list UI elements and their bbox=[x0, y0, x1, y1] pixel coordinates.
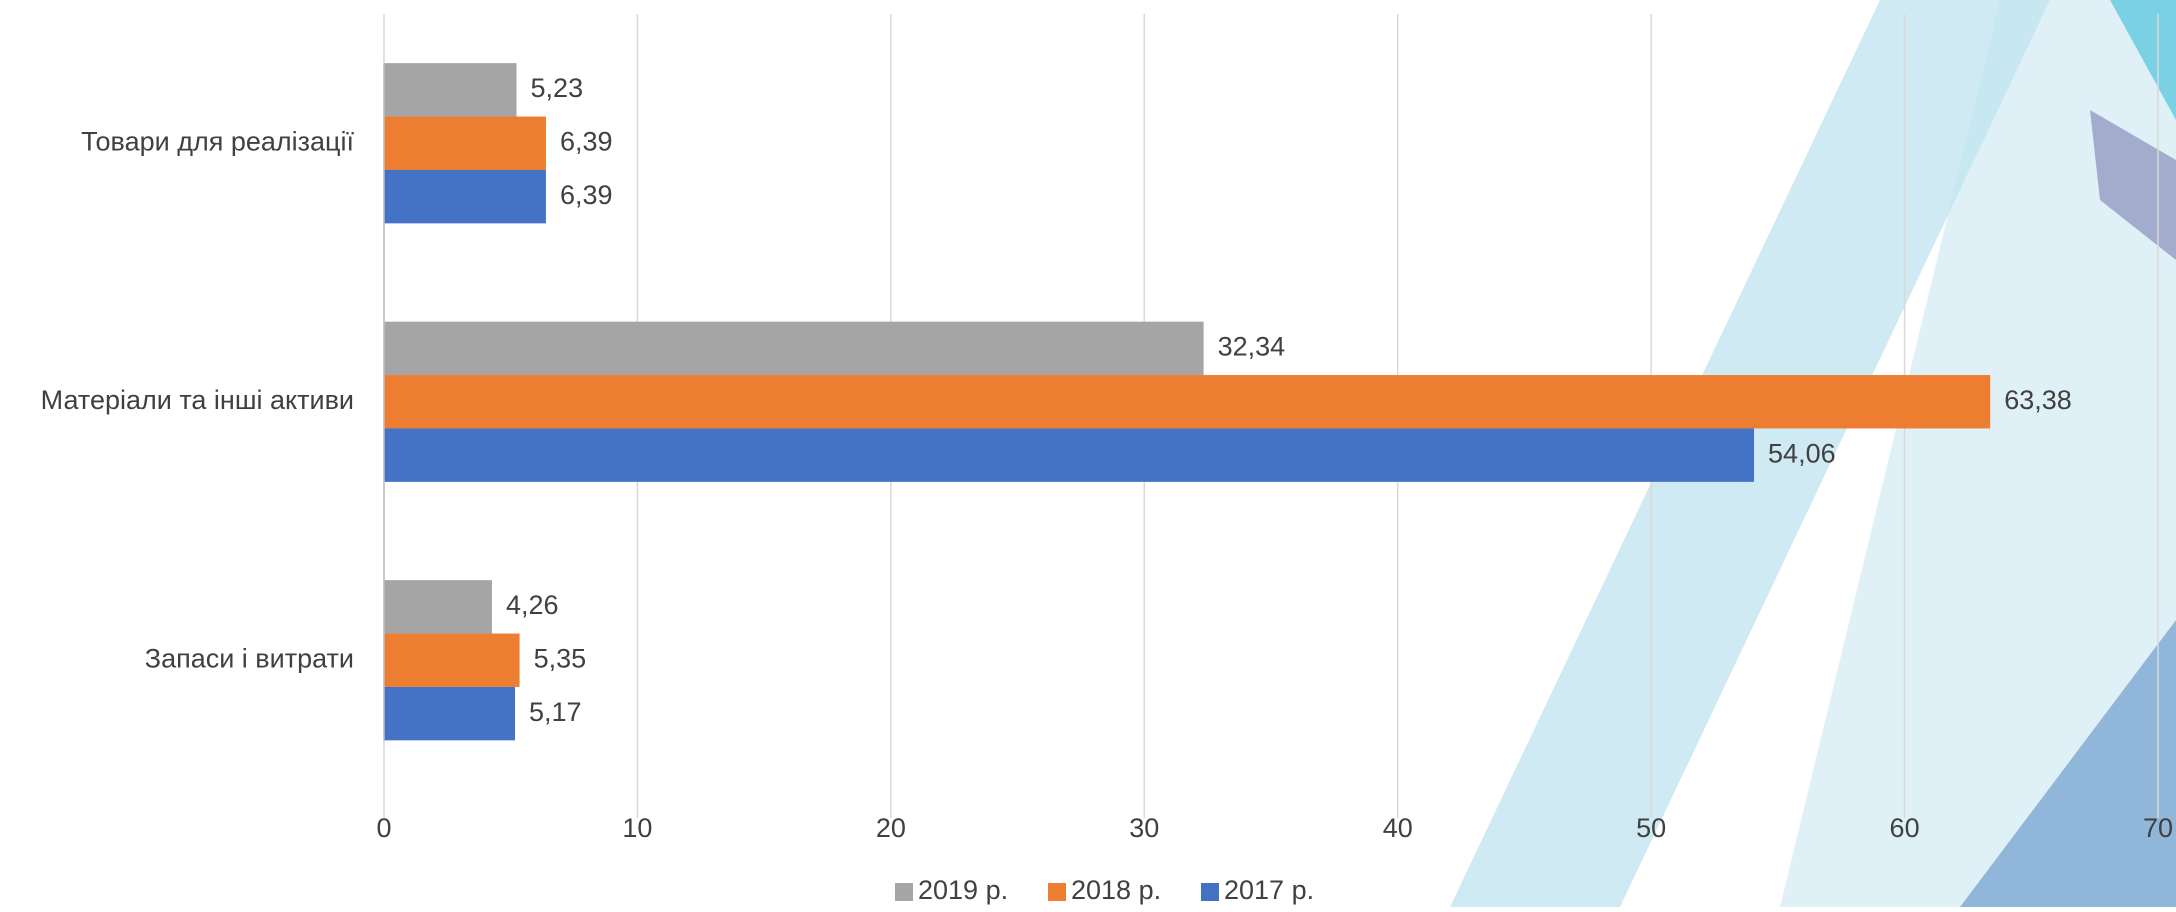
data-label: 5,35 bbox=[534, 643, 587, 673]
bar bbox=[384, 116, 546, 170]
bar bbox=[384, 321, 1204, 376]
legend-label: 2018 р. bbox=[1071, 875, 1161, 905]
x-tick-label: 50 bbox=[1636, 813, 1666, 843]
data-label: 32,34 bbox=[1218, 331, 1286, 361]
legend-swatch bbox=[895, 883, 913, 901]
legend-label: 2019 р. bbox=[918, 875, 1008, 905]
y-tick-label: Товари для реалізації bbox=[81, 126, 354, 156]
y-tick-label: Запаси і витрати bbox=[145, 643, 354, 673]
data-label: 6,39 bbox=[560, 180, 613, 210]
x-tick-label: 20 bbox=[876, 813, 906, 843]
bar bbox=[384, 686, 516, 741]
legend-swatch bbox=[1201, 883, 1219, 901]
bar bbox=[384, 63, 517, 117]
bar bbox=[384, 580, 492, 634]
x-tick-label: 40 bbox=[1383, 813, 1413, 843]
data-label: 5,17 bbox=[529, 697, 582, 727]
y-tick-label: Матеріали та інші активи bbox=[41, 385, 354, 415]
x-tick-label: 30 bbox=[1129, 813, 1159, 843]
data-label: 4,26 bbox=[506, 590, 559, 620]
x-tick-label: 10 bbox=[622, 813, 652, 843]
x-tick-label: 0 bbox=[376, 813, 391, 843]
bar bbox=[384, 375, 1991, 429]
bar bbox=[384, 633, 520, 687]
data-label: 6,39 bbox=[560, 126, 613, 156]
bar bbox=[384, 169, 546, 224]
data-label: 5,23 bbox=[531, 73, 584, 103]
x-tick-label: 60 bbox=[1890, 813, 1920, 843]
data-label: 63,38 bbox=[2004, 385, 2072, 415]
x-tick-label: 70 bbox=[2143, 813, 2173, 843]
data-label: 54,06 bbox=[1768, 438, 1836, 468]
legend-label: 2017 р. bbox=[1224, 875, 1314, 905]
bar bbox=[384, 428, 1755, 482]
legend-swatch bbox=[1048, 883, 1066, 901]
